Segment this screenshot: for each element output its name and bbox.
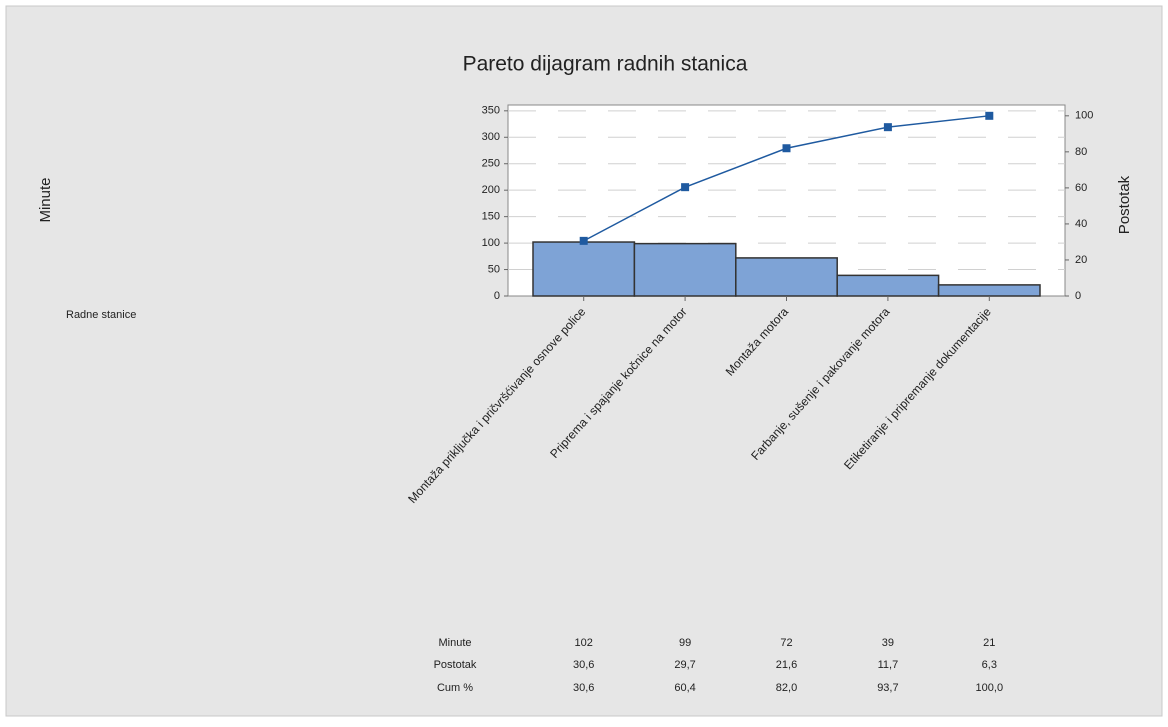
y-tick-label: 100 bbox=[482, 237, 500, 249]
y2-tick-label: 60 bbox=[1075, 182, 1087, 194]
table-cell: 30,6 bbox=[573, 682, 594, 694]
table-row-label: Postotak bbox=[434, 659, 477, 671]
table-cell: 21,6 bbox=[776, 659, 797, 671]
table-cell: 39 bbox=[882, 637, 894, 649]
table-row-label: Minute bbox=[438, 637, 471, 649]
table-cell: 102 bbox=[575, 637, 593, 649]
y-tick-label: 300 bbox=[482, 131, 500, 143]
table-cell: 21 bbox=[983, 637, 995, 649]
cum-point bbox=[985, 111, 994, 120]
y-axis-label: Minute bbox=[37, 177, 54, 222]
y-tick-label: 250 bbox=[482, 158, 500, 170]
table-cell: 29,7 bbox=[674, 659, 695, 671]
table-cell: 93,7 bbox=[877, 682, 898, 694]
cum-point bbox=[579, 236, 588, 245]
table-row-label: Cum % bbox=[437, 682, 473, 694]
bar bbox=[836, 274, 940, 297]
table-cell: 99 bbox=[679, 637, 691, 649]
y-tick-label: 350 bbox=[482, 105, 500, 117]
bar bbox=[937, 284, 1041, 297]
y2-axis-label: Postotak bbox=[1116, 175, 1133, 234]
table-cell: 60,4 bbox=[674, 682, 695, 694]
y-tick-label: 0 bbox=[494, 290, 500, 302]
chart-title: Pareto dijagram radnih stanica bbox=[463, 53, 748, 76]
y-tick-label: 200 bbox=[482, 184, 500, 196]
y-tick-label: 150 bbox=[482, 211, 500, 223]
table-cell: 100,0 bbox=[976, 682, 1004, 694]
table-cell: 72 bbox=[780, 637, 792, 649]
y-tick-label: 50 bbox=[488, 263, 500, 275]
cum-point bbox=[681, 183, 690, 192]
y2-tick-label: 20 bbox=[1075, 254, 1087, 266]
bar bbox=[532, 241, 636, 297]
y2-tick-label: 40 bbox=[1075, 218, 1087, 230]
cum-point bbox=[782, 144, 791, 153]
cum-point bbox=[883, 123, 892, 132]
table-cell: 30,6 bbox=[573, 659, 594, 671]
table-cell: 6,3 bbox=[982, 659, 997, 671]
y2-tick-label: 0 bbox=[1075, 290, 1081, 302]
bar bbox=[735, 257, 838, 297]
table-cell: 82,0 bbox=[776, 682, 797, 694]
bar bbox=[633, 242, 737, 297]
x-axis-label: Radne stanice bbox=[66, 309, 136, 321]
y2-tick-label: 100 bbox=[1075, 110, 1093, 122]
table-cell: 11,7 bbox=[878, 659, 899, 671]
y2-tick-label: 80 bbox=[1075, 146, 1087, 158]
